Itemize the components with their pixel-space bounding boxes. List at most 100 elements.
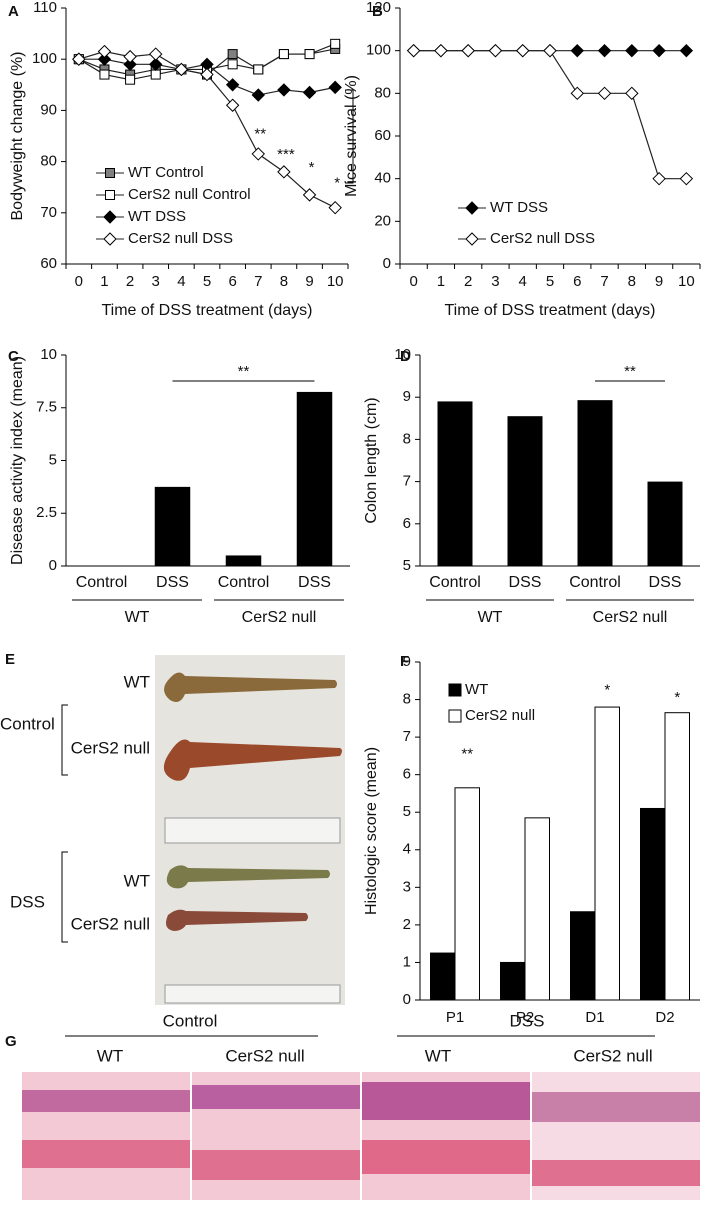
- legend-marker: [465, 201, 479, 215]
- marker: [597, 43, 612, 58]
- marker: [174, 62, 189, 77]
- marker: [304, 49, 315, 60]
- bar: [524, 817, 550, 1001]
- panel-label: G: [5, 1033, 17, 1050]
- marker: [330, 38, 341, 49]
- y-tick-label: 5: [49, 451, 57, 468]
- x-tick-label: 4: [519, 273, 527, 290]
- bar: [154, 486, 191, 566]
- legend-marker: [103, 210, 117, 224]
- x-tick-label: 0: [409, 273, 417, 290]
- marker: [570, 86, 584, 101]
- x-tick-label: DSS: [509, 574, 542, 591]
- marker: [278, 49, 289, 60]
- y-axis-label: Bodyweight change (%): [9, 52, 26, 221]
- row-group-label: Control: [0, 714, 55, 733]
- significance: *: [334, 174, 340, 191]
- marker: [150, 69, 161, 80]
- x-tick-label: D2: [655, 1009, 674, 1026]
- marker: [597, 86, 612, 101]
- marker: [149, 47, 163, 61]
- y-tick-label: 5: [403, 803, 411, 820]
- panel-label: C: [8, 348, 19, 365]
- legend-marker: [105, 190, 115, 200]
- x-tick-label: 1: [437, 273, 445, 290]
- group-label: Control: [163, 1011, 218, 1030]
- row-label: CerS2 null: [71, 914, 150, 933]
- y-tick-label: 100: [32, 50, 57, 67]
- y-tick-label: 120: [366, 0, 391, 16]
- y-tick-label: 4: [403, 841, 411, 858]
- y-tick-label: 80: [374, 84, 391, 101]
- x-tick-label: Control: [76, 574, 128, 591]
- y-tick-label: 3: [403, 878, 411, 895]
- x-tick-label: 10: [678, 273, 695, 290]
- panel-label: E: [5, 651, 15, 668]
- y-tick-label: 0: [383, 255, 391, 272]
- significance: *: [309, 159, 315, 176]
- x-tick-label: Control: [429, 574, 481, 591]
- y-tick-label: 1: [403, 953, 411, 970]
- y-tick-label: 10: [40, 346, 57, 363]
- marker: [652, 171, 666, 186]
- marker: [72, 52, 86, 66]
- marker: [251, 147, 265, 161]
- x-tick-label: 3: [491, 273, 499, 290]
- marker: [679, 171, 694, 186]
- x-tick-label: 0: [75, 273, 83, 290]
- y-tick-label: 110: [33, 0, 57, 16]
- significance: **: [461, 745, 473, 762]
- bar: [437, 401, 473, 566]
- legend-label: CerS2 null DSS: [128, 230, 233, 247]
- y-tick-label: 100: [366, 42, 391, 59]
- significance: **: [624, 363, 636, 380]
- legend-label: WT Control: [128, 164, 204, 181]
- marker: [253, 64, 264, 75]
- x-tick-label: 1: [100, 273, 108, 290]
- column-label: WT: [97, 1046, 123, 1065]
- bar: [507, 416, 543, 566]
- x-tick-label: 3: [152, 273, 160, 290]
- x-tick-label: DSS: [156, 574, 189, 591]
- marker: [123, 49, 137, 64]
- x-tick-label: DSS: [298, 574, 331, 591]
- significance-bracket: [345, 89, 354, 184]
- marker: [328, 80, 342, 95]
- marker: [625, 43, 639, 58]
- photo-panel-e: [61, 655, 345, 1005]
- y-tick-label: 8: [403, 691, 411, 708]
- panel-label: B: [372, 3, 383, 20]
- marker: [123, 57, 137, 72]
- significance: **: [238, 363, 250, 380]
- x-axis-label: Time of DSS treatment (days): [101, 302, 312, 319]
- legend-label: WT DSS: [128, 208, 186, 225]
- bar: [594, 706, 620, 1001]
- legend-marker: [103, 232, 117, 246]
- marker: [434, 43, 448, 58]
- column-label: WT: [425, 1046, 451, 1065]
- significance: *: [674, 689, 680, 706]
- y-axis-label: Histologic score (mean): [363, 747, 380, 915]
- x-tick-label: 2: [464, 273, 472, 290]
- y-tick-label: 9: [403, 653, 411, 670]
- marker: [97, 44, 112, 59]
- y-tick-label: 20: [374, 212, 391, 229]
- legend-label: WT: [465, 681, 488, 698]
- group-label: CerS2 null: [593, 609, 668, 626]
- bar: [570, 911, 596, 1001]
- x-tick-label: 7: [254, 273, 262, 290]
- column-label: CerS2 null: [225, 1046, 304, 1065]
- x-tick-label: Control: [218, 574, 270, 591]
- x-tick-label: Control: [569, 574, 621, 591]
- group-label: WT: [125, 609, 150, 626]
- row-label: WT: [124, 871, 150, 890]
- marker: [406, 43, 421, 58]
- legend-label: CerS2 null: [465, 707, 535, 724]
- marker: [225, 98, 240, 112]
- x-tick-label: P1: [446, 1009, 464, 1026]
- x-tick-label: 9: [655, 273, 663, 290]
- bar: [225, 555, 262, 566]
- legend-label: CerS2 null DSS: [490, 230, 595, 247]
- y-tick-label: 90: [40, 101, 57, 118]
